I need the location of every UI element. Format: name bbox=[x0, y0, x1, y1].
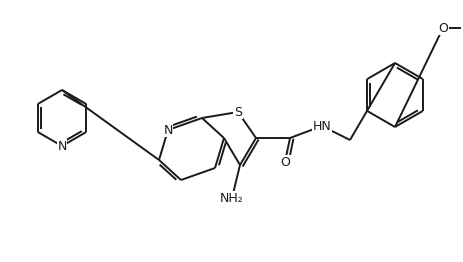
Text: N: N bbox=[57, 139, 67, 152]
Text: S: S bbox=[233, 106, 242, 118]
Text: O: O bbox=[280, 156, 289, 168]
Text: NH₂: NH₂ bbox=[219, 192, 244, 205]
Text: N: N bbox=[163, 123, 172, 137]
Text: HN: HN bbox=[312, 119, 331, 133]
Text: O: O bbox=[437, 21, 447, 35]
